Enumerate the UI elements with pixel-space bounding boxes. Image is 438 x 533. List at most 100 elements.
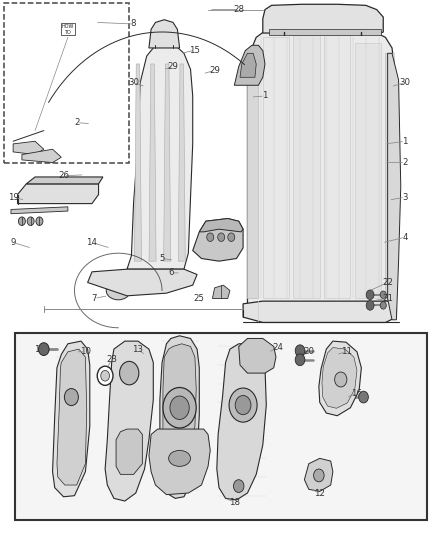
Polygon shape	[149, 20, 180, 48]
Text: 1: 1	[262, 92, 268, 100]
Circle shape	[295, 345, 305, 357]
Polygon shape	[319, 341, 361, 416]
Text: 18: 18	[229, 498, 240, 506]
Circle shape	[170, 396, 189, 419]
Polygon shape	[234, 45, 265, 85]
Circle shape	[235, 395, 251, 415]
Polygon shape	[269, 29, 381, 35]
Polygon shape	[53, 341, 90, 497]
Polygon shape	[116, 429, 142, 474]
Circle shape	[218, 233, 225, 241]
Text: 28: 28	[233, 5, 244, 14]
Polygon shape	[243, 301, 396, 322]
Text: 23: 23	[106, 356, 117, 364]
Text: 26: 26	[58, 172, 69, 180]
Text: 5: 5	[159, 254, 165, 263]
Polygon shape	[134, 64, 141, 261]
Ellipse shape	[169, 450, 191, 466]
Text: 8: 8	[131, 20, 136, 28]
Circle shape	[359, 391, 368, 403]
Bar	[15, 333, 427, 520]
Polygon shape	[355, 43, 381, 298]
Polygon shape	[88, 269, 197, 296]
Polygon shape	[385, 53, 394, 298]
Text: 6: 6	[168, 269, 173, 277]
Circle shape	[207, 233, 214, 241]
Circle shape	[229, 388, 257, 422]
Text: 9: 9	[11, 238, 16, 247]
Bar	[4, 3, 129, 163]
Circle shape	[228, 233, 235, 241]
Circle shape	[380, 291, 386, 298]
Circle shape	[97, 366, 113, 385]
Polygon shape	[178, 64, 185, 261]
Text: 24: 24	[272, 343, 284, 352]
Polygon shape	[388, 53, 401, 320]
Polygon shape	[127, 43, 193, 269]
Polygon shape	[26, 177, 103, 184]
Text: 20: 20	[303, 348, 314, 356]
Circle shape	[366, 290, 374, 300]
Polygon shape	[240, 53, 256, 77]
Polygon shape	[13, 141, 44, 155]
Circle shape	[295, 354, 305, 366]
Text: 10: 10	[80, 348, 91, 356]
Polygon shape	[193, 219, 243, 261]
Polygon shape	[18, 184, 99, 204]
Circle shape	[380, 302, 386, 309]
Polygon shape	[22, 149, 61, 163]
Polygon shape	[163, 344, 196, 469]
Circle shape	[120, 361, 139, 385]
Polygon shape	[322, 348, 357, 408]
Circle shape	[64, 389, 78, 406]
Circle shape	[335, 372, 347, 387]
Text: 29: 29	[209, 66, 220, 75]
Text: 4: 4	[403, 233, 408, 241]
Polygon shape	[247, 28, 394, 309]
Polygon shape	[11, 207, 68, 214]
Text: 22: 22	[382, 278, 393, 287]
Text: 11: 11	[340, 348, 352, 356]
Circle shape	[18, 217, 25, 225]
Polygon shape	[105, 341, 153, 501]
Ellipse shape	[106, 281, 131, 300]
Polygon shape	[304, 458, 333, 491]
Text: 30: 30	[399, 78, 411, 87]
Circle shape	[36, 217, 43, 225]
Text: 19: 19	[8, 193, 18, 201]
Text: 21: 21	[382, 294, 393, 303]
Circle shape	[163, 387, 196, 428]
Polygon shape	[199, 219, 243, 232]
Text: 17: 17	[34, 345, 45, 353]
Polygon shape	[149, 429, 210, 495]
Text: 30: 30	[128, 78, 139, 87]
Text: 15: 15	[189, 46, 201, 54]
Polygon shape	[293, 35, 320, 298]
Text: 25: 25	[194, 294, 205, 303]
Polygon shape	[164, 64, 171, 261]
Polygon shape	[324, 35, 350, 298]
Text: HOW
TO: HOW TO	[62, 24, 74, 35]
Polygon shape	[247, 53, 258, 298]
Text: 2: 2	[403, 158, 408, 167]
Polygon shape	[217, 344, 266, 500]
Text: 2: 2	[74, 118, 79, 127]
Circle shape	[314, 469, 324, 482]
Polygon shape	[212, 285, 230, 298]
Polygon shape	[149, 64, 156, 261]
Text: 7: 7	[92, 294, 97, 303]
Text: 16: 16	[351, 389, 363, 398]
Circle shape	[366, 301, 374, 310]
Polygon shape	[263, 37, 289, 298]
Circle shape	[39, 343, 49, 356]
Polygon shape	[263, 4, 383, 33]
Polygon shape	[239, 338, 276, 373]
Polygon shape	[57, 349, 87, 485]
Polygon shape	[160, 336, 199, 498]
Text: 12: 12	[314, 489, 325, 497]
Circle shape	[233, 480, 244, 492]
Text: 3: 3	[403, 193, 408, 201]
Text: 14: 14	[86, 238, 98, 247]
Text: 13: 13	[132, 345, 144, 353]
Text: 1: 1	[403, 137, 408, 146]
